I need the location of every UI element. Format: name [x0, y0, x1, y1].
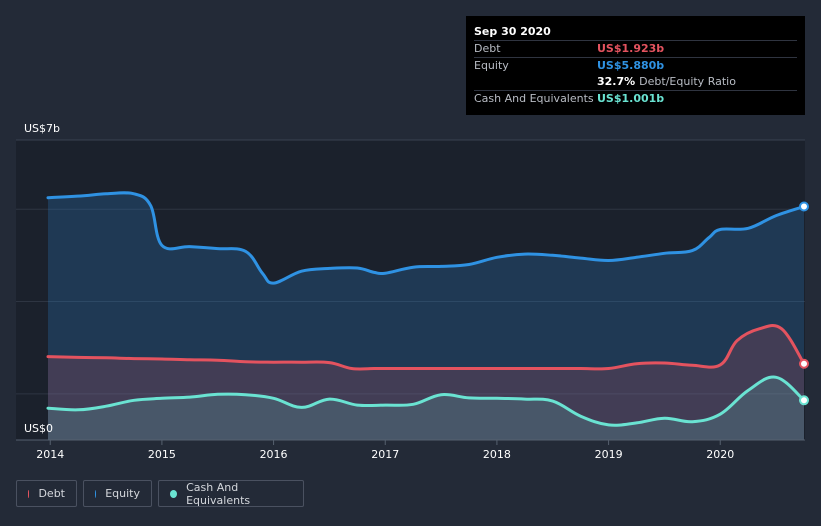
- line-equity: [46, 191, 806, 285]
- tooltip-label-debt: Debt: [474, 42, 501, 55]
- y-tick-label-bottom: US$0: [24, 422, 53, 435]
- tooltip-row-ratio: 32.7% Debt/Equity Ratio: [474, 74, 797, 90]
- tooltip-date: Sep 30 2020: [474, 25, 551, 38]
- tooltip-value-cash: US$1.001b: [597, 92, 665, 105]
- tooltip-ratio-value: 32.7%: [597, 75, 636, 88]
- legend-label-debt: Debt: [38, 487, 65, 500]
- x-tick-label: 2015: [148, 448, 176, 461]
- area-cash-and-equivalents: [48, 377, 804, 440]
- legend-label-cash: Cash And Equivalents: [186, 480, 251, 507]
- plot-area: [16, 140, 805, 440]
- x-tick-label: 2018: [483, 448, 511, 461]
- x-tick-label: 2017: [371, 448, 399, 461]
- legend-dot-cash: [170, 489, 178, 498]
- x-tick-label: 2020: [706, 448, 734, 461]
- series-lines: [46, 191, 806, 427]
- x-tick-label: 2016: [260, 448, 288, 461]
- x-tick-label: 2019: [595, 448, 623, 461]
- tooltip-label-equity: Equity: [474, 59, 509, 72]
- legend-item-cash[interactable]: Cash And Equivalents: [158, 480, 304, 507]
- legend-item-debt[interactable]: Debt: [16, 480, 77, 507]
- axes: US$7b US$0 2014 2015 2016 2017 2018 2019 2020: [16, 122, 805, 461]
- line-debt: [46, 323, 806, 371]
- tooltip-row-cash: Cash And Equivalents US$1.001b: [474, 90, 797, 107]
- series-areas: [48, 192, 804, 440]
- line-cash-and-equivalents: [46, 375, 806, 427]
- x-tick-label: 2014: [36, 448, 64, 461]
- tooltip-row-debt: Debt US$1.923b: [474, 40, 797, 57]
- legend-label-equity: Equity: [105, 487, 140, 500]
- legend-dot-equity: [95, 489, 97, 498]
- plot-background: [16, 140, 805, 440]
- legend-dot-debt: [28, 489, 30, 498]
- area-debt: [48, 325, 804, 440]
- tooltip-ratio-label: Debt/Equity Ratio: [639, 75, 736, 88]
- end-marker-debt: [799, 358, 809, 369]
- tooltip-value-equity: US$5.880b: [597, 59, 665, 72]
- end-markers: [799, 201, 809, 406]
- tooltip-row-equity: Equity US$5.880b: [474, 57, 797, 74]
- end-marker-equity: [799, 201, 809, 212]
- end-marker-cash-and-equivalents: [799, 395, 809, 406]
- tooltip-value-debt: US$1.923b: [597, 42, 665, 55]
- tooltip-label-cash: Cash And Equivalents: [474, 92, 594, 105]
- legend-item-equity[interactable]: Equity: [83, 480, 152, 507]
- area-equity: [48, 192, 804, 440]
- y-tick-label-top: US$7b: [24, 122, 60, 135]
- tooltip-panel: Sep 30 2020 Debt US$1.923b Equity US$5.8…: [466, 16, 805, 115]
- gridlines: [16, 139, 805, 395]
